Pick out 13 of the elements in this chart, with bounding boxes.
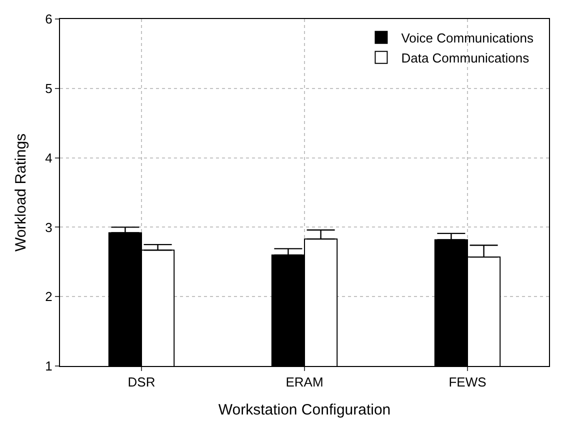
y-tick-label: 4: [45, 150, 52, 166]
x-tick-label: FEWS: [448, 374, 487, 390]
x-tick-label: DSR: [128, 374, 156, 390]
y-tick-label: 5: [45, 80, 52, 96]
y-axis-title: Workload Ratings: [12, 133, 30, 252]
x-tick-label: ERAM: [286, 374, 324, 390]
legend-label: Data Communications: [401, 50, 530, 66]
y-tick-label: 1: [45, 358, 52, 374]
y-tick-label: 6: [45, 12, 52, 27]
y-tick-label: 2: [45, 289, 52, 304]
x-axis-title: Workstation Configuration: [218, 402, 391, 419]
legend-label: Voice Communications: [401, 30, 534, 46]
y-tick-label: 3: [45, 220, 52, 235]
